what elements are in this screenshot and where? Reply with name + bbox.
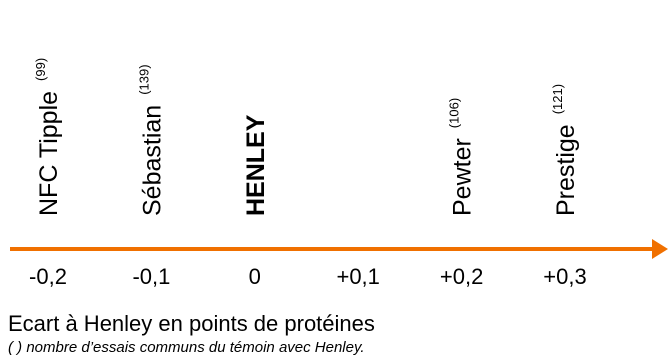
x-tick-label: -0,1 bbox=[132, 264, 170, 289]
x-axis-arrowhead bbox=[652, 239, 668, 259]
x-tick-label: +0,2 bbox=[440, 264, 483, 289]
variety-name: Prestige bbox=[552, 124, 580, 216]
variety-point: Pewter (106) bbox=[447, 98, 477, 216]
variety-point: Prestige (121) bbox=[550, 84, 580, 216]
variety-point: HENLEY bbox=[242, 114, 270, 216]
x-tick-label: +0,3 bbox=[543, 264, 586, 289]
footnote: ( ) nombre d’essais communs du témoin av… bbox=[8, 339, 365, 356]
x-axis-title: Ecart à Henley en points de protéines bbox=[8, 311, 375, 336]
trial-count: (139) bbox=[136, 64, 151, 94]
trial-count: (106) bbox=[447, 98, 462, 128]
variety-name: HENLEY bbox=[242, 114, 270, 216]
variety-labels: NFC Tipple (99) Sébastian (139) HENLEY Pewter… bbox=[33, 58, 580, 216]
variety-name: Pewter bbox=[449, 138, 477, 216]
x-tick-label: -0,2 bbox=[29, 264, 67, 289]
variety-point: NFC Tipple (99) bbox=[33, 58, 63, 216]
x-tick-label: +0,1 bbox=[336, 264, 379, 289]
variety-name: Sébastian bbox=[138, 105, 166, 216]
x-tick-labels: -0,2 -0,1 0 +0,1 +0,2 +0,3 bbox=[29, 264, 587, 289]
variety-point: Sébastian (139) bbox=[136, 64, 166, 216]
trial-count: (121) bbox=[550, 84, 565, 114]
x-tick-label: 0 bbox=[249, 264, 261, 289]
trial-count: (99) bbox=[33, 58, 48, 81]
variety-name: NFC Tipple bbox=[35, 91, 63, 216]
